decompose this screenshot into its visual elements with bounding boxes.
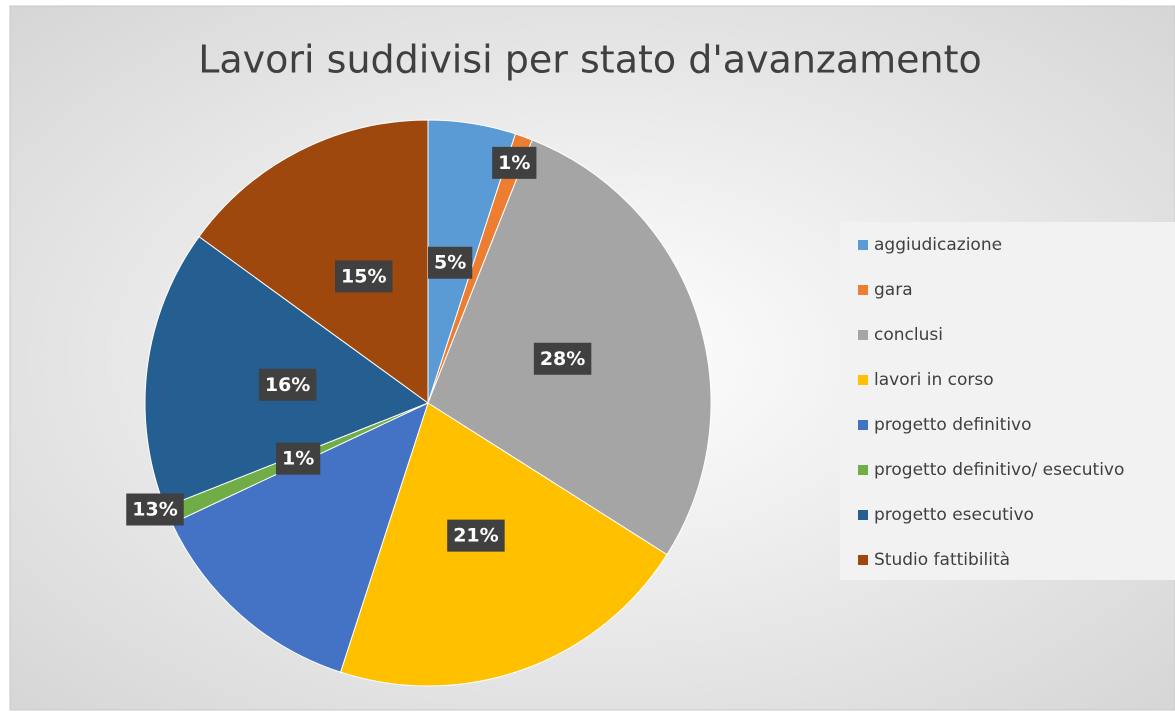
- data-label-text: 16%: [265, 374, 310, 396]
- legend-label: gara: [874, 280, 913, 300]
- legend: aggiudicazione gara conclusi lavori in cors…: [858, 235, 1124, 570]
- data-label: 1%: [276, 442, 321, 475]
- legend-box: [840, 222, 1175, 580]
- data-label-box: [335, 260, 393, 293]
- data-label-text: 1%: [498, 152, 530, 174]
- legend-label: lavori in corso: [874, 370, 994, 390]
- pie-slice: [198, 119, 429, 404]
- legend-label: progetto definitivo: [874, 415, 1032, 435]
- legend-swatch: [858, 555, 868, 565]
- pie: [144, 119, 712, 687]
- legend-swatch: [858, 240, 868, 250]
- data-label-text: 13%: [132, 499, 177, 521]
- data-label-box: [447, 519, 505, 552]
- data-label: 16%: [258, 368, 317, 401]
- legend-swatch: [858, 510, 868, 520]
- data-label-text: 5%: [434, 252, 466, 274]
- legend-label: conclusi: [874, 325, 943, 345]
- data-label-box: [492, 146, 537, 179]
- legend-swatch: [858, 285, 868, 295]
- legend-swatch: [858, 420, 868, 430]
- legend-swatch: [858, 465, 868, 475]
- pie-slice: [171, 402, 429, 673]
- legend-label: progetto esecutivo: [874, 505, 1034, 525]
- data-label-text: 1%: [282, 448, 314, 470]
- legend-label: Studio fattibilità: [874, 550, 1010, 570]
- legend-label: progetto definitivo/ esecutivo: [874, 460, 1124, 480]
- data-label-text: 21%: [453, 525, 498, 547]
- data-label-box: [126, 493, 184, 526]
- data-label: 21%: [447, 519, 505, 552]
- data-label-text: 28%: [540, 348, 585, 370]
- data-label: 5%: [428, 246, 473, 279]
- labels: 5% 1% 28% 21% 13% 1% 16% 15%: [126, 146, 592, 552]
- data-label: 28%: [533, 342, 592, 375]
- data-label: 13%: [126, 493, 184, 526]
- data-label: 15%: [335, 260, 393, 293]
- legend-swatch: [858, 330, 868, 340]
- data-label-box: [276, 442, 321, 475]
- data-label-box: [428, 246, 473, 279]
- data-label-box: [258, 368, 317, 401]
- data-label-box: [533, 342, 592, 375]
- legend-label: aggiudicazione: [874, 235, 1002, 255]
- data-label: 1%: [492, 146, 537, 179]
- legend-swatch: [858, 375, 868, 385]
- chart-title: Lavori suddivisi per stato d'avanzamento: [198, 38, 982, 82]
- data-label-text: 15%: [341, 265, 386, 287]
